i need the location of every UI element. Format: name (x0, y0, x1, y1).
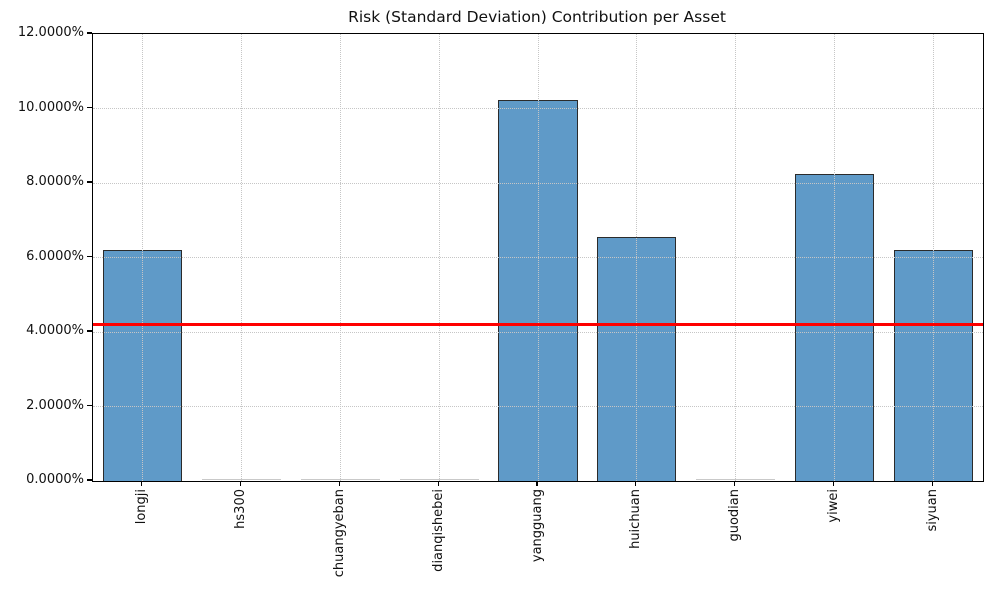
bar-yangguang (498, 99, 578, 481)
y-tick-label: 0.0000% (26, 472, 84, 487)
plot-area (92, 33, 984, 482)
bar-hs300 (201, 479, 281, 480)
x-tick-label-huichuan: huichuan (628, 489, 644, 549)
x-tick-mark (536, 481, 538, 486)
bar-chuangyeban (300, 479, 380, 480)
x-tick-label-hs300: hs300 (232, 489, 248, 529)
v-gridline (339, 34, 341, 481)
y-tick-mark (87, 404, 92, 407)
x-tick-mark (140, 481, 143, 486)
chart-title: Risk (Standard Deviation) Contribution p… (348, 8, 726, 26)
x-tick-label-longji: longji (133, 489, 149, 525)
bar-siyuan (894, 250, 974, 481)
v-gridline (240, 34, 242, 481)
bar-longji (102, 249, 182, 481)
y-tick-mark (87, 255, 92, 258)
y-tick-label: 2.0000% (26, 397, 84, 413)
v-gridline (735, 34, 737, 481)
y-tick-mark (87, 181, 92, 183)
x-tick-mark (833, 481, 835, 486)
bar-huichuan (597, 237, 677, 481)
y-tick-label: 12.0000% (17, 25, 84, 40)
y-tick-label: 4.0000% (26, 323, 84, 338)
y-tick-label: 6.0000% (26, 248, 84, 264)
x-tick-mark (635, 481, 637, 486)
x-tick-mark (239, 481, 241, 486)
x-tick-label-chuangyeban: chuangyeban (331, 489, 347, 578)
y-tick-label: 10.0000% (17, 99, 84, 115)
bar-guodian (696, 479, 776, 480)
x-tick-mark (931, 481, 934, 486)
y-tick-mark (87, 106, 92, 109)
bar-dianqishebei (399, 479, 479, 480)
y-tick-mark (87, 330, 92, 332)
x-tick-label-dianqishebei: dianqishebei (430, 489, 446, 572)
average-risk-line (93, 323, 983, 327)
x-tick-label-yangguang: yangguang (529, 489, 545, 563)
x-tick-label-yiwei: yiwei (826, 489, 842, 523)
x-tick-label-guodian: guodian (727, 489, 743, 542)
y-tick-mark (87, 32, 92, 34)
x-tick-label-siyuan: siyuan (925, 489, 941, 532)
x-tick-mark (437, 481, 439, 486)
x-tick-mark (338, 481, 340, 486)
v-gridline (438, 34, 440, 481)
bar-yiwei (795, 174, 875, 481)
y-tick-mark (87, 479, 92, 481)
y-tick-label: 8.0000% (26, 174, 84, 189)
x-tick-mark (734, 481, 736, 486)
